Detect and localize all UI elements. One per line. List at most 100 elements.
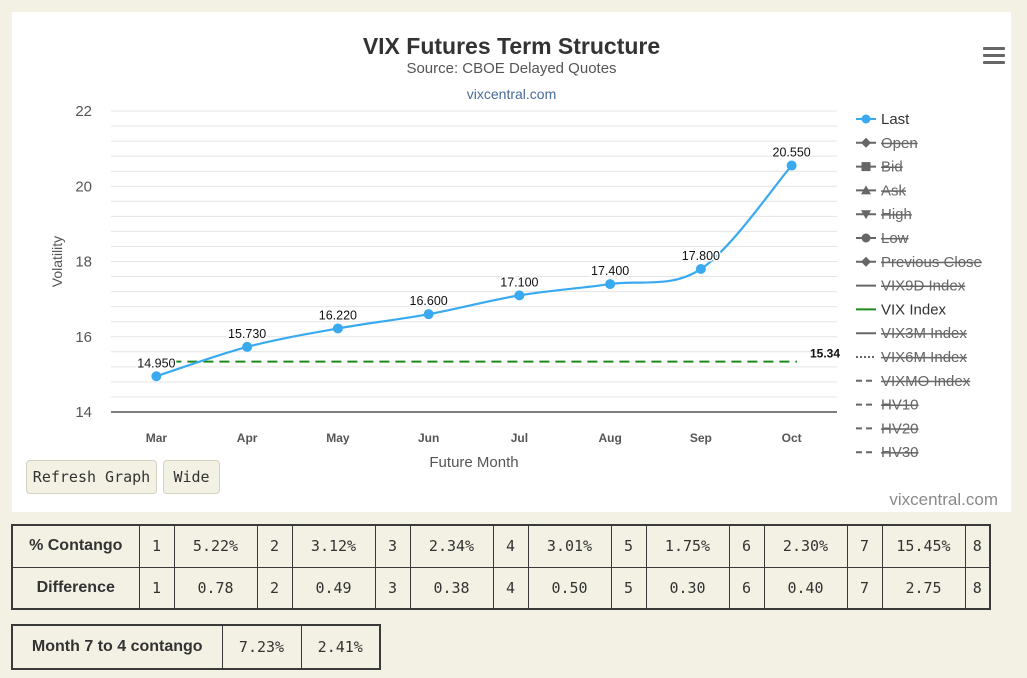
value-cell: 0.38 [409,566,494,610]
legend-marker [861,185,871,195]
data-label: 16.220 [319,308,357,322]
credit-link-bottom[interactable]: vixcentral.com [889,490,998,509]
data-point[interactable] [695,264,706,275]
x-tick-label: Sep [690,431,712,445]
refresh-graph-button[interactable]: Refresh Graph [26,460,157,494]
month-number-cell: 4 [492,566,529,610]
data-label: 16.600 [410,294,448,308]
value-cell: 2.30% [763,524,848,568]
value-cell: 3.01% [527,524,612,568]
legend-item-label: Bid [881,159,903,176]
legend-item-label: Previous Close [881,254,982,271]
contango-table: % Contango 1 5.22% 2 3.12% 3 2.34% 4 3.0… [11,524,991,610]
row-label: Month 7 to 4 contango [11,624,223,670]
data-label: 17.800 [682,249,720,263]
legend-item-label: VIX3M Index [881,325,967,342]
legend-marker [861,210,871,220]
data-point[interactable] [332,323,343,334]
data-label: 15.730 [228,327,266,341]
legend-item-label: HV10 [881,397,919,414]
month-number-cell: 6 [728,566,765,610]
y-tick-label: 22 [75,103,92,120]
legend-item-label: Ask [881,182,907,199]
x-tick-label: May [326,431,350,445]
data-point[interactable] [423,309,434,320]
row-label: Difference [11,566,140,610]
month-number-cell: 8 [964,566,991,610]
x-tick-label: Jul [511,431,528,445]
wide-button[interactable]: Wide [163,460,220,494]
x-tick-label: Oct [782,431,802,445]
x-axis-title: Future Month [429,454,518,471]
y-tick-label: 16 [75,329,92,346]
data-label: 17.400 [591,264,629,278]
x-tick-label: Mar [146,431,168,445]
data-point[interactable] [242,341,253,352]
month-number-cell: 6 [728,524,765,568]
month-number-cell: 5 [610,524,647,568]
data-label: 17.100 [500,275,538,289]
value-cell: 15.45% [881,524,966,568]
value-cell: 0.30 [645,566,730,610]
y-tick-label: 14 [75,404,92,421]
legend-item-label: High [881,206,912,223]
month-number-cell: 3 [374,566,411,610]
legend-marker [861,256,871,267]
legend-marker [861,137,871,148]
legend-item-label: VIX6M Index [881,349,967,366]
month-number-cell: 1 [138,566,175,610]
x-tick-label: Apr [237,431,258,445]
x-tick-label: Aug [598,431,621,445]
value-cell: 0.40 [763,566,848,610]
value-cell: 0.49 [291,566,376,610]
legend-item-label: HV20 [881,420,919,437]
legend-item-label: VIX9D Index [881,278,966,295]
legend-item-label: Low [881,230,909,247]
value-cell: 0.78 [173,566,258,610]
legend-item-label: Open [881,135,918,152]
month-number-cell: 4 [492,524,529,568]
chart-title: VIX Futures Term Structure [362,33,661,59]
legend-item-label: Last [881,111,910,128]
y-axis-title: Volatility [49,236,65,287]
month-number-cell: 3 [374,524,411,568]
hamburger-menu-icon[interactable] [983,47,1005,65]
month-number-cell: 2 [256,566,293,610]
data-label: 14.950 [137,356,175,370]
value-cell: 2.75 [881,566,966,610]
value-cell: 0.50 [527,566,612,610]
legend-item-label: VIX Index [881,301,947,318]
month-number-cell: 2 [256,524,293,568]
chart-area: 14 16 18 20 22 Mar Apr May Jun Jul Aug Sep Oct Volati… [49,103,982,471]
month-number-cell: 7 [846,524,883,568]
legend-item-label: HV30 [881,444,919,461]
month-number-cell: 1 [138,524,175,568]
value-cell: 2.34% [409,524,494,568]
month-7-to-4-table: Month 7 to 4 contango 7.23% 2.41% [11,624,381,670]
y-tick-label: 20 [75,178,92,195]
x-tick-label: Jun [418,431,439,445]
table-row: Difference 1 0.78 2 0.49 3 0.38 4 0.50 5… [11,566,991,610]
legend-item-label: VIXMO Index [881,373,971,390]
legend-marker [861,233,871,243]
value-cell: 1.75% [645,524,730,568]
data-point[interactable] [151,371,162,382]
month-number-cell: 7 [846,566,883,610]
row-label: % Contango [11,524,140,568]
chart-subtitle: Source: CBOE Delayed Quotes [406,60,617,77]
chart-panel: 14 16 18 20 22 Mar Apr May Jun Jul Aug Sep Oct Volati… [12,12,1011,512]
legend-marker [861,162,871,172]
table-row: % Contango 1 5.22% 2 3.12% 3 2.34% 4 3.0… [11,524,991,568]
vix-index-value-label: 15.34 [810,347,840,361]
month-number-cell: 8 [964,524,991,568]
credit-link-top[interactable]: vixcentral.com [466,86,557,102]
legend-marker [861,114,871,124]
table-row: Month 7 to 4 contango 7.23% 2.41% [11,624,381,670]
value-cell: 7.23% [221,624,302,670]
data-point[interactable] [786,160,797,171]
value-cell: 5.22% [173,524,258,568]
value-cell: 3.12% [291,524,376,568]
y-tick-label: 18 [75,254,92,271]
data-point[interactable] [605,279,616,290]
data-point[interactable] [514,290,525,301]
